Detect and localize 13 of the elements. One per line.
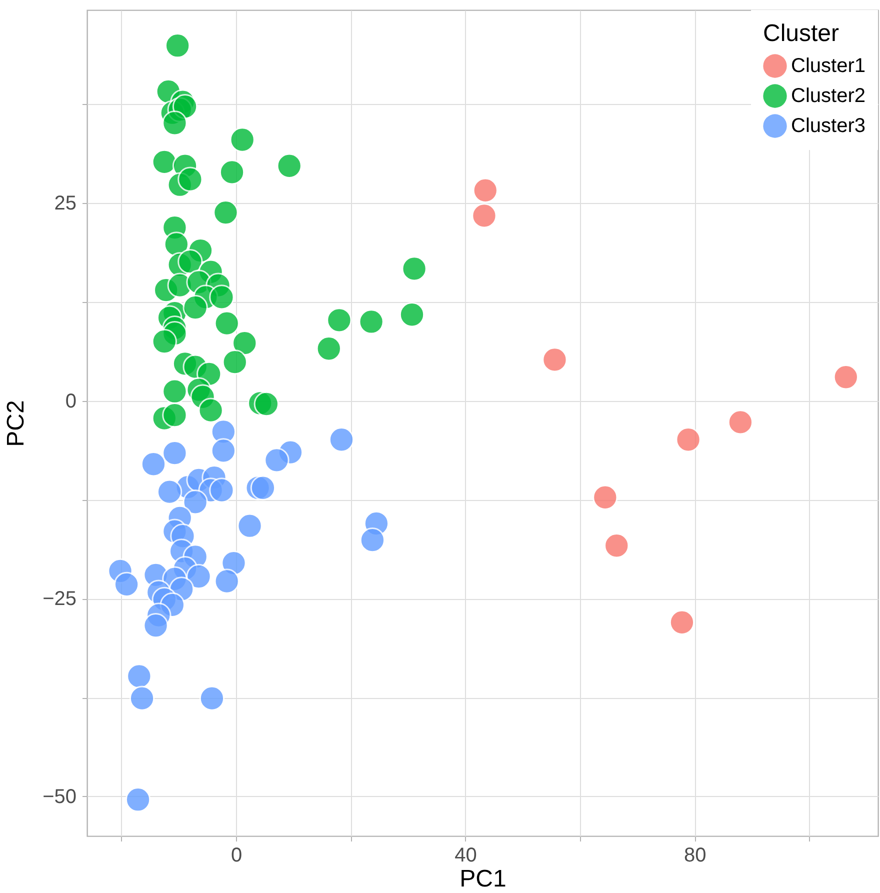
y-tick-label: 25 xyxy=(54,192,76,215)
y-tick-label: −25 xyxy=(42,588,76,610)
legend-label: Cluster2 xyxy=(791,85,866,107)
x-tick-label: 40 xyxy=(454,844,477,866)
y-tick-label: −50 xyxy=(42,786,76,808)
legend-label: Cluster3 xyxy=(791,115,866,137)
x-axis-title: PC1 xyxy=(460,866,506,892)
y-tick-label: 0 xyxy=(65,390,76,412)
x-tick-label: 80 xyxy=(684,844,706,866)
x-tick-label: 0 xyxy=(230,844,242,866)
legend-title: Cluster xyxy=(763,20,840,47)
y-axis-title: PC2 xyxy=(2,400,30,447)
legend-label: Cluster1 xyxy=(791,55,866,77)
